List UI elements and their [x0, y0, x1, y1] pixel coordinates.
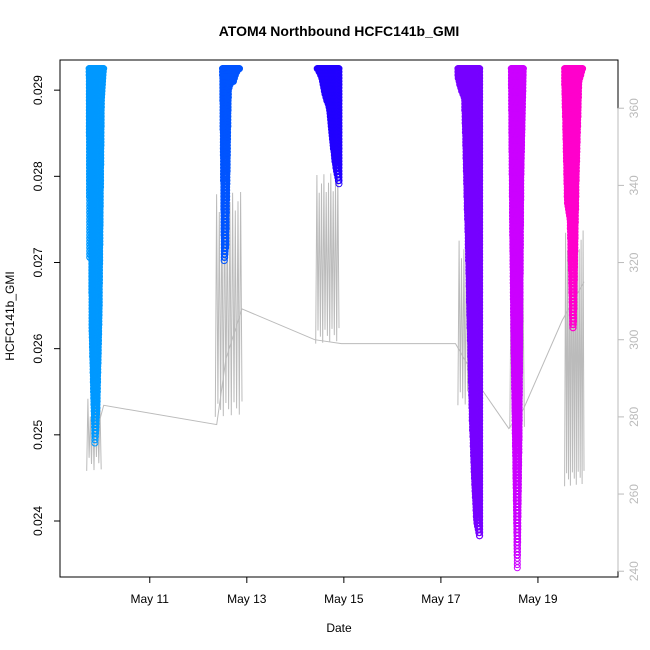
x-axis-label: Date [326, 621, 352, 635]
chart-title: ATOM4 Northbound HCFC141b_GMI [219, 23, 460, 39]
secondary-spike-trace [316, 173, 339, 344]
chart: ATOM4 Northbound HCFC141b_GMI Date HCFC1… [0, 0, 650, 650]
series-2 [220, 66, 243, 264]
series-1 [86, 66, 107, 446]
series-layer [86, 66, 585, 571]
y-axis-label: HCFC141b_GMI [3, 271, 17, 360]
